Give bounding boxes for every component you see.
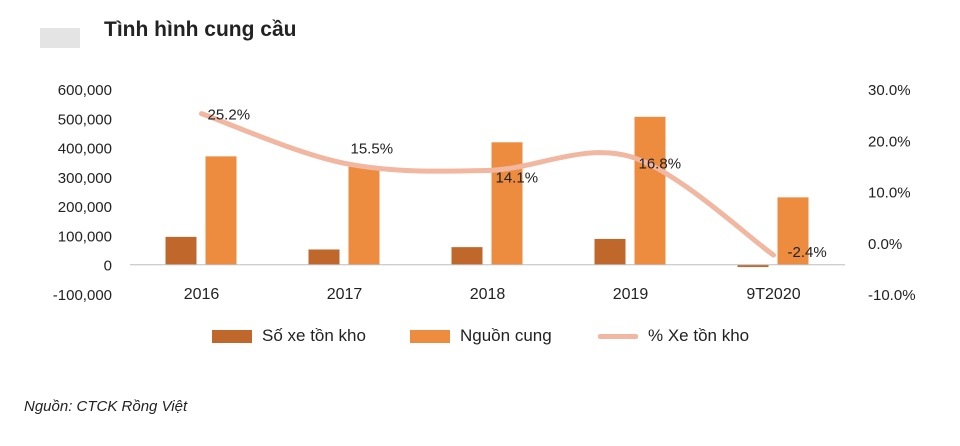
x-tick-label: 2019 xyxy=(613,286,649,303)
legend-item-pct: % Xe tồn kho xyxy=(598,326,749,346)
legend-label-pct: % Xe tồn kho xyxy=(648,326,750,345)
legend-swatch-pct xyxy=(598,333,638,339)
x-tick-label: 2016 xyxy=(184,286,220,303)
y-right-tick-label: -10.0% xyxy=(868,287,916,304)
legend-label-inventory: Số xe tồn kho xyxy=(262,326,366,345)
pct-data-label: 15.5% xyxy=(351,140,394,157)
x-tick-label: 2018 xyxy=(470,286,506,303)
bar-inventory xyxy=(594,238,626,265)
y-left-tick-label: 100,000 xyxy=(58,228,112,245)
bar-inventory xyxy=(737,264,769,268)
x-tick-label: 2017 xyxy=(327,286,363,303)
y-right-tick-label: 10.0% xyxy=(868,185,911,202)
bar-inventory xyxy=(451,247,483,265)
pct-data-label: -2.4% xyxy=(788,244,827,261)
y-left-tick-label: 0 xyxy=(104,258,112,275)
y-left-tick-label: 200,000 xyxy=(58,199,112,216)
legend-label-supply: Nguồn cung xyxy=(460,326,552,345)
bar-supply xyxy=(205,156,237,265)
chart-area: 600,000 500,000 400,000 300,000 200,000 100,0… xyxy=(53,82,916,304)
y-right-tick-label: 30.0% xyxy=(868,82,911,99)
y-left-tick-label: 400,000 xyxy=(58,141,112,158)
pct-data-label: 16.8% xyxy=(639,156,682,173)
chart-legend: Số xe tồn kho Nguồn cung % Xe tồn kho xyxy=(0,326,960,352)
legend-swatch-supply xyxy=(410,329,450,343)
y-right-tick-label: 20.0% xyxy=(868,133,911,150)
y-right-tick-label: 0.0% xyxy=(868,236,902,253)
pct-data-label: 25.2% xyxy=(208,107,251,124)
title-marker xyxy=(40,28,80,48)
pct-series-line xyxy=(199,111,776,258)
x-tick-label: 9T2020 xyxy=(746,286,800,303)
source-note: Nguồn: CTCK Rồng Việt xyxy=(24,398,188,415)
legend-item-inventory: Số xe tồn kho xyxy=(212,326,366,346)
bar-supply xyxy=(348,166,380,265)
bar-supply xyxy=(491,142,523,265)
y-left-tick-label: 300,000 xyxy=(58,170,112,187)
chart-title: Tình hình cung cầu xyxy=(104,18,297,41)
bar-inventory xyxy=(308,249,340,265)
bar-supply xyxy=(634,116,666,265)
bar-inventory xyxy=(165,236,197,265)
legend-swatch-inventory xyxy=(212,329,252,343)
y-left-tick-label: -100,000 xyxy=(53,287,112,304)
legend-item-supply: Nguồn cung xyxy=(410,326,552,346)
bar-supply xyxy=(777,197,809,265)
y-left-tick-label: 500,000 xyxy=(58,111,112,128)
pct-data-label: 14.1% xyxy=(496,169,539,186)
y-left-tick-label: 600,000 xyxy=(58,82,112,99)
